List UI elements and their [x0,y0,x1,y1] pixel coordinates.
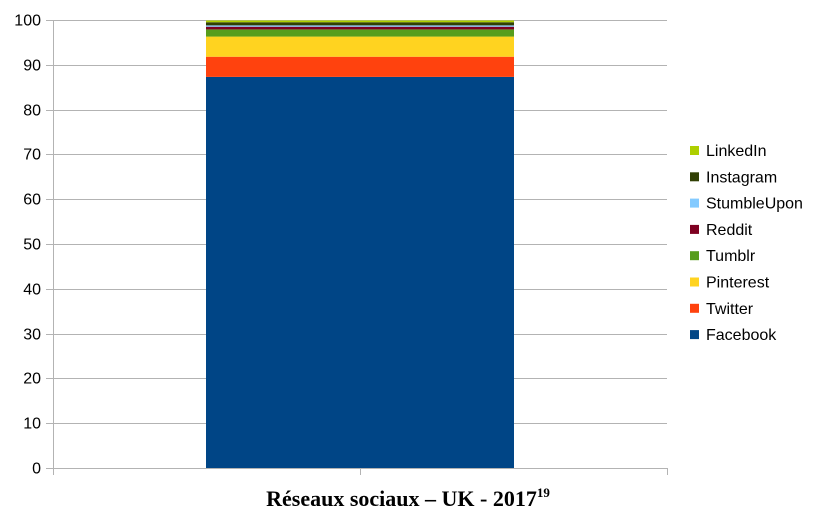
bar-segment-stumbleupon [206,25,514,27]
legend-swatch [690,277,699,287]
legend-label: Pinterest [706,275,770,292]
caption-text: Réseaux sociaux – UK - 2017 [266,486,537,509]
y-tick-label: 10 [23,416,41,433]
legend-label: Facebook [706,327,777,344]
chart-caption: Réseaux sociaux – UK - 201719 [266,485,550,509]
bar-segment-tumblr [206,29,514,37]
legend-label: Twitter [706,301,754,318]
legend-label: LinkedIn [706,143,767,160]
y-tick-label: 70 [23,147,41,164]
legend-swatch [690,251,699,261]
legend-swatch [690,330,699,340]
y-tick-label: 0 [32,461,41,478]
y-tick-label: 100 [14,13,41,30]
legend-label: Tumblr [706,248,756,265]
y-tick-label: 50 [23,237,41,254]
bar-segment-twitter [206,56,514,77]
legend-swatch [690,303,699,313]
caption-footnote: 19 [537,485,551,500]
legend-swatch [690,172,699,182]
y-tick-label: 80 [23,103,41,120]
y-axis: 0 10 20 30 40 50 60 70 80 90 100 [14,13,668,478]
bar-segment-pinterest [206,36,514,57]
y-tick-label: 90 [23,58,41,75]
legend: LinkedIn Instagram StumbleUpon Reddit Tumblr… [690,143,803,344]
bar-segment-facebook [206,76,514,469]
y-tick-label: 30 [23,327,41,344]
legend-swatch [690,224,699,234]
bar-segment-instagram [206,22,514,26]
legend-label: Instagram [706,169,777,186]
legend-swatch [690,146,699,155]
y-tick-label: 60 [23,192,41,209]
bar-segment-linkedin [206,20,514,23]
y-tick-label: 40 [23,282,41,299]
legend-label: Reddit [706,222,753,239]
bar-segments [206,20,514,469]
bar-segment-reddit [206,26,514,30]
y-tick-label: 20 [23,371,41,388]
legend-swatch [690,198,699,208]
legend-label: StumbleUpon [706,196,803,213]
